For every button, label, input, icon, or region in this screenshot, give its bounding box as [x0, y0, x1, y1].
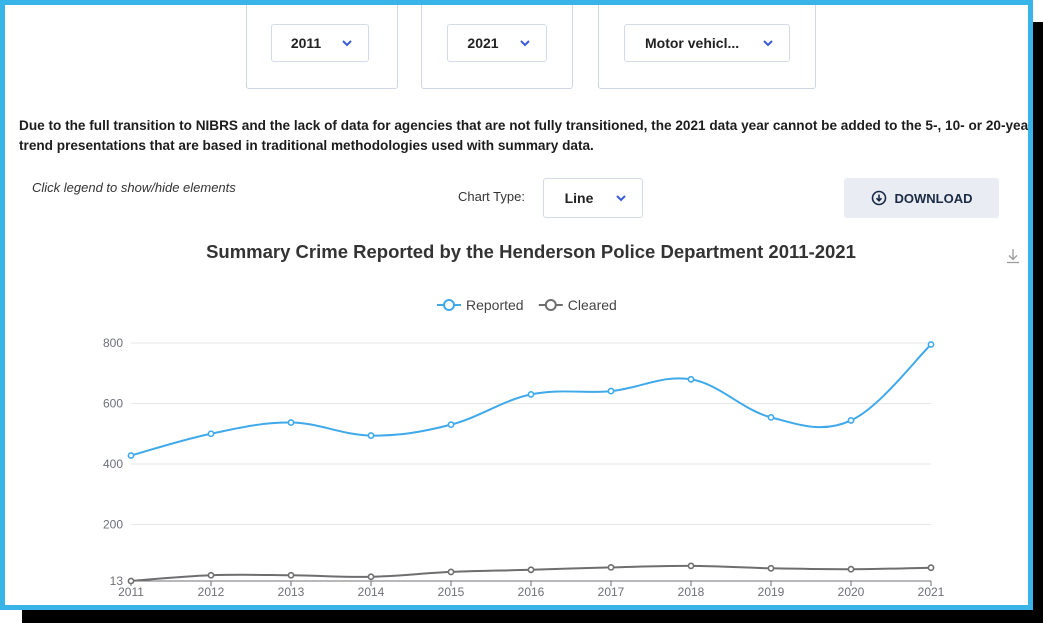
legend-item-cleared[interactable]: Cleared: [538, 297, 617, 313]
data-point: [527, 566, 535, 574]
chevron-down-icon: [340, 36, 354, 50]
legend-label: Cleared: [568, 297, 617, 313]
y-tick-label: 600: [103, 396, 123, 410]
x-tick-label: 2018: [678, 585, 705, 599]
end-year-value: 2021: [467, 35, 499, 51]
start-year-value: 2011: [290, 35, 322, 51]
x-tick-label: 2013: [278, 585, 305, 599]
data-point: [767, 413, 775, 421]
offense-value: Motor vehicl...: [645, 35, 740, 51]
x-tick-label: 2015: [438, 585, 465, 599]
x-tick-label: 2014: [358, 585, 385, 599]
chart-type-select[interactable]: Line: [543, 178, 643, 218]
data-point: [447, 568, 455, 576]
x-tick-label: 2019: [758, 585, 785, 599]
y-tick-label: 13: [110, 574, 124, 588]
y-tick-label: 200: [103, 517, 123, 531]
data-point: [927, 341, 935, 348]
legend-marker: [544, 299, 557, 311]
download-label: DOWNLOAD: [894, 190, 973, 206]
data-point: [687, 562, 695, 570]
save-as-image-icon[interactable]: [1007, 249, 1019, 264]
data-point: [447, 421, 455, 429]
data-point: [207, 571, 215, 579]
download-circle-icon: [871, 190, 887, 206]
data-point: [847, 417, 855, 424]
chart-type-value: Line: [564, 190, 594, 206]
chevron-down-icon: [761, 36, 775, 50]
legend-label: Reported: [466, 297, 524, 313]
legend-hint: Click legend to show/hide elements: [32, 180, 236, 195]
x-tick-label: 2017: [598, 585, 625, 599]
data-point: [127, 452, 135, 459]
end-year-select[interactable]: 2021: [447, 24, 547, 62]
download-button[interactable]: DOWNLOAD: [844, 178, 999, 218]
chart-panel: 2011 2021 Motor vehicl... Due to the ful…: [0, 0, 1033, 610]
x-tick-label: 2020: [838, 585, 865, 599]
data-point: [767, 564, 775, 572]
data-point: [927, 564, 935, 572]
series-line-reported: [130, 343, 932, 457]
y-tick-label: 400: [103, 457, 123, 471]
data-point: [287, 419, 295, 426]
data-point: [207, 430, 215, 438]
chart-title: Summary Crime Reported by the Henderson …: [206, 241, 856, 262]
chevron-down-icon: [518, 36, 532, 50]
data-point: [687, 375, 695, 383]
data-point: [127, 577, 135, 585]
data-point: [527, 391, 535, 398]
y-tick-label: 800: [103, 336, 123, 350]
data-point: [367, 432, 375, 439]
window-shadow-right: [1033, 22, 1043, 623]
x-tick-label: 2016: [518, 585, 545, 599]
x-tick-label: 2021: [918, 585, 945, 599]
x-tick-label: 2011: [118, 585, 144, 599]
data-point: [607, 387, 615, 395]
window-shadow-bottom: [22, 610, 1043, 623]
line-chart: Summary Crime Reported by the Henderson …: [103, 241, 1019, 599]
data-point: [847, 565, 855, 573]
data-point: [367, 573, 375, 581]
data-point: [287, 571, 295, 579]
offense-select[interactable]: Motor vehicl...: [624, 24, 790, 62]
start-year-select[interactable]: 2011: [271, 24, 369, 62]
legend-item-reported[interactable]: Reported: [437, 297, 524, 313]
chevron-down-icon: [614, 191, 628, 205]
x-tick-label: 2012: [198, 585, 225, 599]
nibrs-notice: Due to the full transition to NIBRS and …: [19, 118, 1033, 153]
data-point: [607, 563, 615, 571]
chart-type-label: Chart Type:: [458, 189, 525, 204]
legend-marker: [443, 299, 455, 311]
